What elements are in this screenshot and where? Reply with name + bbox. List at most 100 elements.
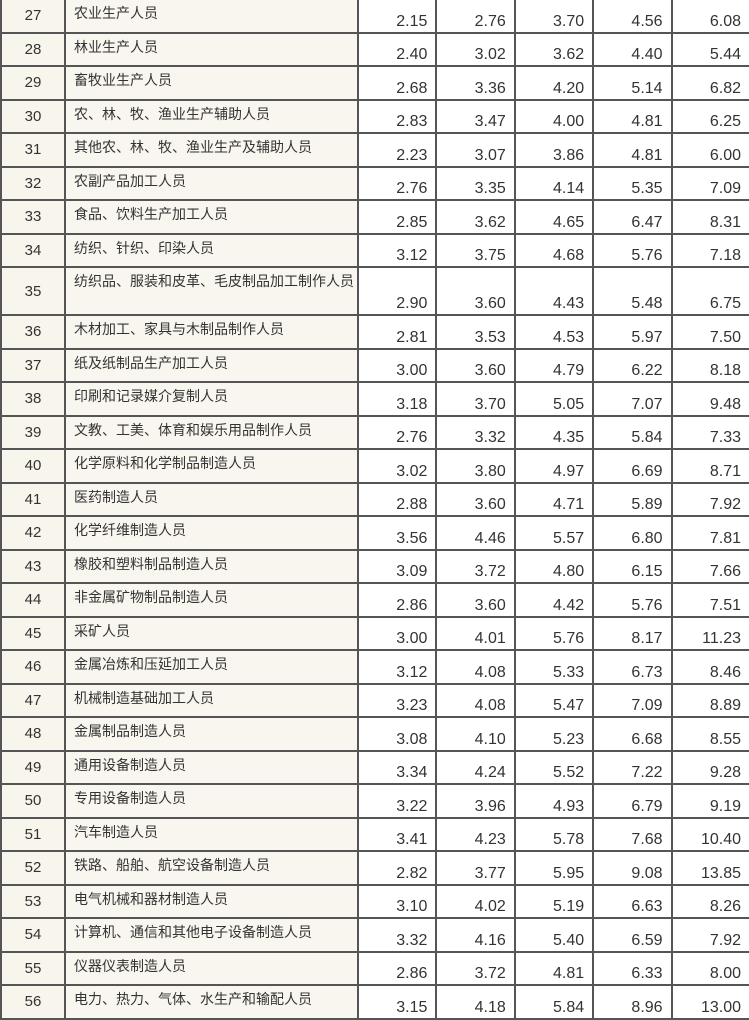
value-cell: 3.07	[435, 132, 516, 168]
value-cell: 2.82	[356, 850, 438, 886]
occupation-name: 电力、热力、气体、水生产和输配人员	[64, 984, 359, 1020]
row-number: 42	[0, 515, 66, 551]
value-cell: 4.79	[513, 347, 595, 383]
value-cell: 6.82	[670, 65, 749, 101]
row-number: 52	[0, 850, 66, 886]
value-cell: 3.53	[435, 314, 516, 350]
occupation-name: 计算机、通信和其他电子设备制造人员	[64, 917, 359, 953]
value-cell: 11.23	[670, 615, 749, 651]
value-cell: 3.22	[356, 783, 438, 819]
row-number: 33	[0, 199, 66, 235]
occupation-name: 畜牧业生产人员	[64, 65, 359, 101]
value-cell: 5.48	[592, 266, 673, 316]
value-cell: 3.02	[356, 448, 438, 484]
value-cell: 5.44	[670, 31, 749, 67]
occupation-name: 汽车制造人员	[64, 816, 359, 852]
value-cell: 3.72	[435, 950, 516, 986]
value-cell: 3.60	[435, 582, 516, 618]
row-number: 41	[0, 481, 66, 517]
table-row: 53 电气机械和器材制造人员 3.10 4.02 5.19 6.63 8.26	[0, 883, 749, 919]
occupation-name: 纸及纸制品生产加工人员	[64, 347, 359, 383]
value-cell: 3.60	[435, 481, 516, 517]
table-row: 55 仪器仪表制造人员 2.86 3.72 4.81 6.33 8.00	[0, 950, 749, 986]
value-cell: 4.65	[513, 199, 595, 235]
value-cell: 5.84	[513, 984, 595, 1020]
value-cell: 2.15	[356, 0, 438, 34]
value-cell: 2.81	[356, 314, 438, 350]
row-number: 34	[0, 232, 66, 268]
value-cell: 4.08	[435, 649, 516, 685]
value-cell: 3.12	[356, 649, 438, 685]
occupation-name: 仪器仪表制造人员	[64, 950, 359, 986]
occupation-name: 金属制品制造人员	[64, 716, 359, 752]
value-cell: 5.52	[513, 749, 595, 785]
table-row: 38 印刷和记录媒介复制人员 3.18 3.70 5.05 7.07 9.48	[0, 381, 749, 417]
value-cell: 9.28	[670, 749, 749, 785]
table-row: 28 林业生产人员 2.40 3.02 3.62 4.40 5.44	[0, 31, 749, 67]
occupation-name: 非金属矿物制品制造人员	[64, 582, 359, 618]
value-cell: 2.88	[356, 481, 438, 517]
value-cell: 3.70	[435, 381, 516, 417]
value-cell: 2.68	[356, 65, 438, 101]
table-row: 31 其他农、林、牧、渔业生产及辅助人员 2.23 3.07 3.86 4.81 6.00	[0, 132, 749, 168]
value-cell: 6.33	[592, 950, 673, 986]
value-cell: 13.85	[670, 850, 749, 886]
value-cell: 5.33	[513, 649, 595, 685]
value-cell: 6.59	[592, 917, 673, 953]
value-cell: 8.89	[670, 682, 749, 718]
occupation-name: 金属冶炼和压延加工人员	[64, 649, 359, 685]
value-cell: 3.32	[435, 414, 516, 450]
value-cell: 2.90	[356, 266, 438, 316]
value-cell: 4.18	[435, 984, 516, 1020]
value-cell: 5.97	[592, 314, 673, 350]
value-cell: 4.71	[513, 481, 595, 517]
row-number: 44	[0, 582, 66, 618]
value-cell: 3.35	[435, 165, 516, 201]
value-cell: 3.60	[435, 266, 516, 316]
value-cell: 8.26	[670, 883, 749, 919]
value-cell: 8.18	[670, 347, 749, 383]
value-cell: 4.46	[435, 515, 516, 551]
value-cell: 8.31	[670, 199, 749, 235]
value-cell: 4.42	[513, 582, 595, 618]
value-cell: 4.81	[513, 950, 595, 986]
value-cell: 2.86	[356, 582, 438, 618]
value-cell: 3.62	[513, 31, 595, 67]
occupation-name: 通用设备制造人员	[64, 749, 359, 785]
value-cell: 4.93	[513, 783, 595, 819]
value-cell: 7.18	[670, 232, 749, 268]
value-cell: 5.89	[592, 481, 673, 517]
row-number: 45	[0, 615, 66, 651]
value-cell: 4.43	[513, 266, 595, 316]
value-cell: 4.14	[513, 165, 595, 201]
row-number: 27	[0, 0, 66, 34]
occupation-name: 印刷和记录媒介复制人员	[64, 381, 359, 417]
value-cell: 4.02	[435, 883, 516, 919]
table-row: 30 农、林、牧、渔业生产辅助人员 2.83 3.47 4.00 4.81 6.25	[0, 98, 749, 134]
row-number: 29	[0, 65, 66, 101]
table-row: 49 通用设备制造人员 3.34 4.24 5.52 7.22 9.28	[0, 749, 749, 785]
value-cell: 4.81	[592, 132, 673, 168]
value-cell: 5.78	[513, 816, 595, 852]
value-cell: 2.40	[356, 31, 438, 67]
value-cell: 5.57	[513, 515, 595, 551]
value-cell: 3.41	[356, 816, 438, 852]
table-row: 52 铁路、船舶、航空设备制造人员 2.82 3.77 5.95 9.08 13.85	[0, 850, 749, 886]
value-cell: 5.35	[592, 165, 673, 201]
value-cell: 5.84	[592, 414, 673, 450]
value-cell: 3.77	[435, 850, 516, 886]
value-cell: 3.12	[356, 232, 438, 268]
table-row: 34 纺织、针织、印染人员 3.12 3.75 4.68 5.76 7.18	[0, 232, 749, 268]
row-number: 35	[0, 266, 66, 316]
value-cell: 2.86	[356, 950, 438, 986]
value-cell: 7.81	[670, 515, 749, 551]
value-cell: 7.92	[670, 481, 749, 517]
value-cell: 2.76	[356, 414, 438, 450]
row-number: 30	[0, 98, 66, 134]
value-cell: 6.00	[670, 132, 749, 168]
value-cell: 3.23	[356, 682, 438, 718]
table-row: 29 畜牧业生产人员 2.68 3.36 4.20 5.14 6.82	[0, 65, 749, 101]
value-cell: 4.16	[435, 917, 516, 953]
row-number: 55	[0, 950, 66, 986]
occupation-name: 电气机械和器材制造人员	[64, 883, 359, 919]
